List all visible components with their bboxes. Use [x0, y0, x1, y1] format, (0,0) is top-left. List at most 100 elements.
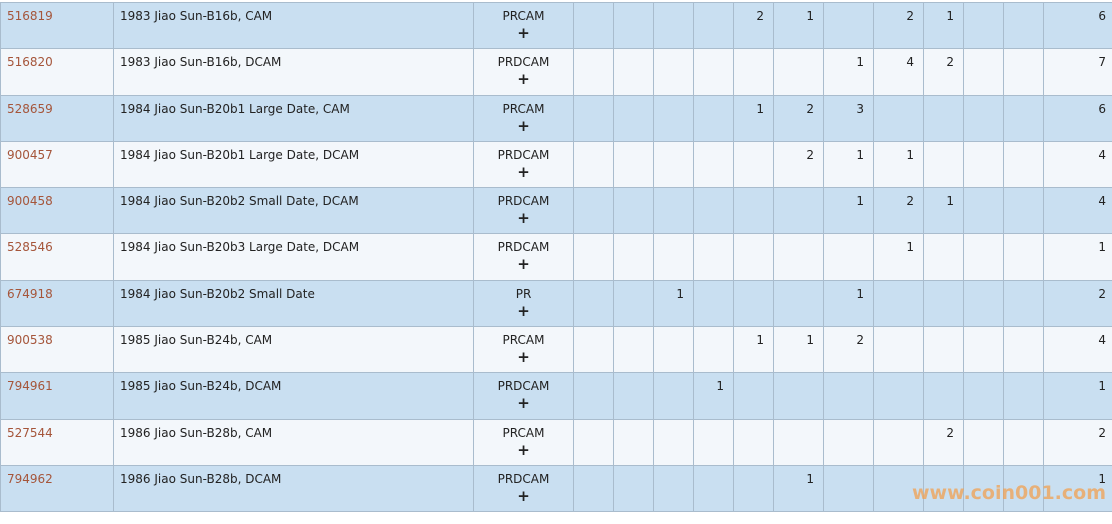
table-row: 900538 1985 Jiao Sun-B24b, CAM PRCAM +1 1 2 4: [0, 326, 1112, 374]
table-row: 527544 1986 Jiao Sun-B28b, CAM PRCAM +2 2: [0, 418, 1112, 466]
cert-link[interactable]: 900458: [7, 194, 53, 209]
grade-count: 2: [773, 94, 824, 142]
grade-count: [693, 48, 734, 96]
grade-count: 1: [693, 372, 734, 420]
cert-link[interactable]: 516820: [7, 55, 53, 70]
grade-count: 2: [923, 48, 964, 96]
grade-count: [823, 372, 874, 420]
expand-plus-icon[interactable]: +: [517, 255, 530, 274]
grade-count: [1003, 464, 1044, 513]
designation: PRDCAM: [497, 379, 550, 394]
table-row: 516820 1983 Jiao Sun-B16b, DCAM PRDCAM +1 4 2…: [0, 48, 1112, 96]
coin-name: 1984 Jiao Sun-B20b1 Large Date, DCAM: [113, 140, 474, 189]
grade-count: [963, 140, 1004, 189]
grade-count: [653, 1, 694, 50]
grade-count: [923, 326, 964, 374]
grade-count: [693, 326, 734, 374]
grade-count: [773, 372, 824, 420]
grade-count: [873, 418, 924, 466]
grade-count: [573, 48, 614, 96]
cert-cell: 528659: [0, 94, 114, 142]
grade-count: 1: [873, 233, 924, 281]
grade-count: 1: [823, 279, 874, 328]
designation: PR: [515, 286, 532, 301]
grade-count: 2: [733, 1, 774, 50]
grade-count: 1: [653, 279, 694, 328]
total-count: 4: [1043, 326, 1112, 374]
grade-count: 1: [733, 326, 774, 374]
total-count: 6: [1043, 94, 1112, 142]
coin-name: 1984 Jiao Sun-B20b1 Large Date, CAM: [113, 94, 474, 142]
grade-count: [733, 372, 774, 420]
grade-count: [573, 418, 614, 466]
grade-count: [613, 48, 654, 96]
grade-count: [613, 418, 654, 466]
grade-count: [653, 140, 694, 189]
grade-count: [963, 48, 1004, 96]
expand-plus-icon[interactable]: +: [517, 70, 530, 89]
grade-count: [573, 1, 614, 50]
expand-plus-icon[interactable]: +: [517, 440, 530, 459]
grade-count: 1: [923, 1, 964, 50]
expand-plus-icon[interactable]: +: [517, 24, 530, 42]
table-row: 794961 1985 Jiao Sun-B24b, DCAM PRDCAM +1 1: [0, 372, 1112, 420]
grade-count: 1: [773, 326, 824, 374]
expand-plus-icon[interactable]: +: [517, 162, 530, 181]
cert-link[interactable]: 516819: [7, 9, 53, 23]
population-table: 516819 1983 Jiao Sun-B16b, CAM PRCAM +2 1 2 1 6…: [0, 1, 1112, 513]
grade-count: 1: [733, 94, 774, 142]
cert-link[interactable]: 794962: [7, 471, 53, 486]
cert-cell: 674918: [0, 279, 114, 328]
grade-count: [693, 187, 734, 235]
cert-link[interactable]: 528546: [7, 240, 53, 255]
cert-link[interactable]: 674918: [7, 286, 53, 301]
grade-count: [963, 94, 1004, 142]
grade-count: 1: [773, 1, 824, 50]
table-row: 528546 1984 Jiao Sun-B20b3 Large Date, DC…: [0, 233, 1112, 281]
grade-count: [873, 279, 924, 328]
cert-link[interactable]: 528659: [7, 101, 53, 116]
grade-count: [693, 140, 734, 189]
table-row: 900457 1984 Jiao Sun-B20b1 Large Date, DC…: [0, 140, 1112, 189]
total-count: 1: [1043, 372, 1112, 420]
cert-link[interactable]: 794961: [7, 379, 53, 394]
designation-cell: PRDCAM +: [473, 372, 574, 420]
total-count: 7: [1043, 48, 1112, 96]
grade-count: [573, 140, 614, 189]
grade-count: [1003, 279, 1044, 328]
grade-count: [963, 233, 1004, 281]
cert-link[interactable]: 900457: [7, 147, 53, 162]
grade-count: [613, 1, 654, 50]
cert-cell: 900538: [0, 326, 114, 374]
coin-name: 1986 Jiao Sun-B28b, DCAM: [113, 464, 474, 513]
coin-name: 1983 Jiao Sun-B16b, DCAM: [113, 48, 474, 96]
grade-count: [573, 233, 614, 281]
grade-count: [923, 464, 964, 513]
expand-plus-icon[interactable]: +: [517, 348, 530, 367]
designation-cell: PR +: [473, 279, 574, 328]
grade-count: [573, 372, 614, 420]
cert-cell: 900457: [0, 140, 114, 189]
grade-count: [923, 279, 964, 328]
grade-count: 1: [823, 187, 874, 235]
expand-plus-icon[interactable]: +: [517, 301, 530, 320]
cert-link[interactable]: 527544: [7, 425, 53, 440]
expand-plus-icon[interactable]: +: [517, 394, 530, 413]
grade-count: [963, 372, 1004, 420]
grade-count: [963, 326, 1004, 374]
grade-count: 2: [923, 418, 964, 466]
grade-count: [573, 279, 614, 328]
designation-cell: PRCAM +: [473, 94, 574, 142]
expand-plus-icon[interactable]: +: [517, 486, 530, 505]
cert-cell: 516819: [0, 1, 114, 50]
grade-count: [573, 326, 614, 374]
designation-cell: PRCAM +: [473, 1, 574, 50]
grade-count: [1003, 372, 1044, 420]
expand-plus-icon[interactable]: +: [517, 209, 530, 228]
cert-link[interactable]: 900538: [7, 333, 53, 348]
grade-count: 1: [873, 140, 924, 189]
grade-count: [873, 464, 924, 513]
coin-name: 1984 Jiao Sun-B20b3 Large Date, DCAM: [113, 233, 474, 281]
expand-plus-icon[interactable]: +: [517, 116, 530, 135]
grade-count: [963, 187, 1004, 235]
